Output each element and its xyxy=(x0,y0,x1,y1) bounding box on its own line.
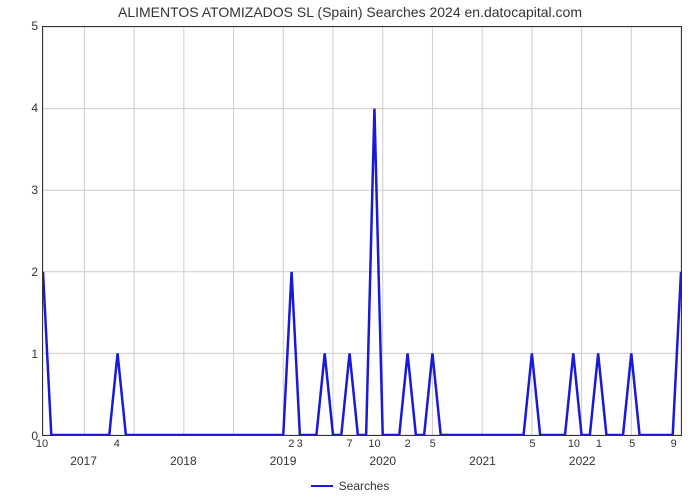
ytick-label: 2 xyxy=(10,265,38,279)
xtick-sub-label: 10 xyxy=(368,438,380,450)
ytick-label: 1 xyxy=(10,347,38,361)
xtick-sub-label: 10 xyxy=(568,438,580,450)
ytick-label: 3 xyxy=(10,183,38,197)
xtick-year-label: 2021 xyxy=(469,454,496,468)
legend-swatch xyxy=(311,485,333,488)
xtick-sub-label: 5 xyxy=(430,438,436,450)
xtick-sub-label: 10 xyxy=(36,438,48,450)
xtick-sub-label: 1 xyxy=(596,438,602,450)
xtick-sub-label: 9 xyxy=(671,438,677,450)
chart-container: ALIMENTOS ATOMIZADOS SL (Spain) Searches… xyxy=(0,0,700,500)
xtick-sub-label: 7 xyxy=(346,438,352,450)
ytick-label: 0 xyxy=(10,429,38,443)
legend-item-searches: Searches xyxy=(311,479,390,493)
xtick-year-label: 2018 xyxy=(170,454,197,468)
xtick-sub-label: 2 xyxy=(405,438,411,450)
chart-title: ALIMENTOS ATOMIZADOS SL (Spain) Searches… xyxy=(0,4,700,20)
xtick-year-label: 2017 xyxy=(70,454,97,468)
xtick-year-label: 2019 xyxy=(270,454,297,468)
plot-area xyxy=(42,26,682,436)
legend-label: Searches xyxy=(339,479,390,493)
xtick-sub-label: 3 xyxy=(297,438,303,450)
ytick-label: 5 xyxy=(10,19,38,33)
legend: Searches xyxy=(0,474,700,493)
line-chart-svg xyxy=(43,27,681,435)
xtick-year-label: 2022 xyxy=(569,454,596,468)
xtick-sub-label: 4 xyxy=(114,438,120,450)
xtick-year-label: 2020 xyxy=(369,454,396,468)
xtick-sub-label: 2 xyxy=(288,438,294,450)
ytick-label: 4 xyxy=(10,101,38,115)
xtick-sub-label: 5 xyxy=(529,438,535,450)
xtick-sub-label: 5 xyxy=(629,438,635,450)
